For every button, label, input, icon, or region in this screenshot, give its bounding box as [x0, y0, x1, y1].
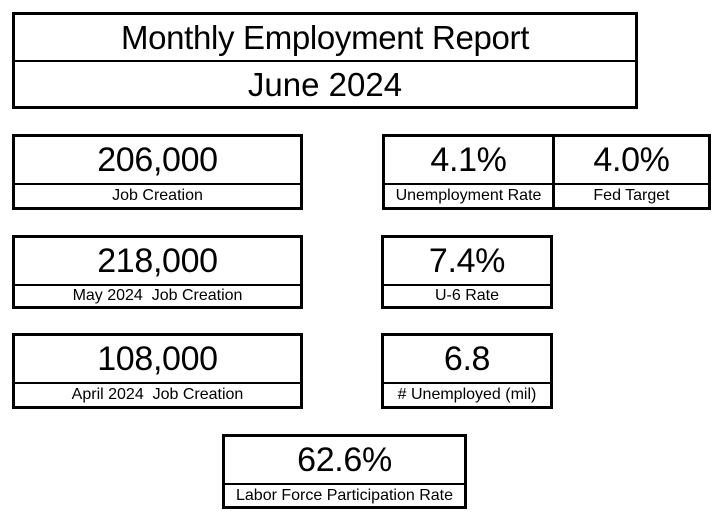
metric-fed-target: 4.0% Fed Target	[552, 137, 708, 207]
labor-force-participation-value: 62.6%	[297, 441, 392, 479]
may-job-creation-label: May 2024 Job Creation	[15, 284, 300, 306]
unemployed-millions-value: 6.8	[443, 340, 491, 378]
unemployed-millions-label: # Unemployed (mil)	[384, 382, 550, 406]
metric-april-job-creation: 108,000 April 2024 Job Creation	[12, 333, 303, 409]
report-title: Monthly Employment Report	[120, 19, 530, 56]
metric-unemployed-millions: 6.8 # Unemployed (mil)	[381, 333, 553, 409]
report-title-box: Monthly Employment Report June 2024	[12, 12, 638, 109]
report-subtitle: June 2024	[15, 60, 635, 106]
unemployment-rate-label: Unemployment Rate	[385, 183, 552, 207]
may-job-creation-value: 218,000	[97, 242, 218, 280]
metric-unemployment-fed-target-group: 4.1% Unemployment Rate 4.0% Fed Target	[382, 134, 711, 210]
metric-unemployment-rate: 4.1% Unemployment Rate	[385, 137, 552, 207]
unemployment-rate-value: 4.1%	[430, 141, 507, 179]
u6-rate-label: U-6 Rate	[384, 284, 550, 306]
fed-target-value: 4.0%	[593, 141, 670, 179]
april-job-creation-value: 108,000	[97, 340, 218, 378]
april-job-creation-label: April 2024 Job Creation	[15, 382, 300, 406]
job-creation-value: 206,000	[97, 141, 218, 179]
metric-u6-rate: 7.4% U-6 Rate	[381, 235, 553, 309]
labor-force-participation-label: Labor Force Participation Rate	[225, 483, 464, 506]
job-creation-label: Job Creation	[15, 183, 300, 207]
metric-may-job-creation: 218,000 May 2024 Job Creation	[12, 235, 303, 309]
u6-rate-value: 7.4%	[428, 242, 506, 280]
metric-labor-force-participation: 62.6% Labor Force Participation Rate	[222, 434, 467, 509]
fed-target-label: Fed Target	[555, 183, 708, 207]
metric-job-creation: 206,000 Job Creation	[12, 134, 303, 210]
